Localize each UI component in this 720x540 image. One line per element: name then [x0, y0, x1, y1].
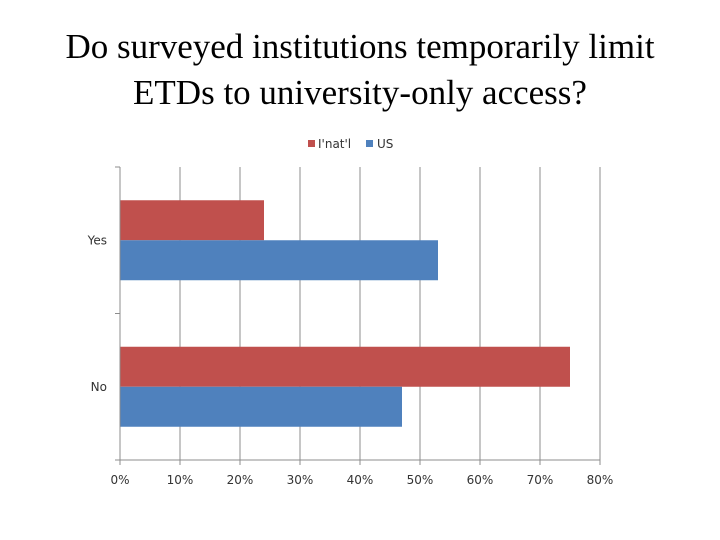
category-label-no: No [91, 380, 107, 394]
slide-title-line-1: Do surveyed institutions temporarily lim… [65, 27, 655, 66]
bar-yes-0 [120, 200, 264, 241]
legend-label-1: US [377, 137, 393, 151]
chart-bars [120, 200, 570, 427]
chart-axes [115, 166, 601, 465]
x-tick-label-8: 80% [587, 473, 614, 487]
x-tick-label-1: 10% [167, 473, 194, 487]
legend-swatch-1 [366, 140, 373, 147]
x-tick-label-6: 60% [467, 473, 494, 487]
x-axis-tick-labels: 0% 10% 20% 30% 40% 50% 60% 70% 80% [110, 473, 613, 487]
x-tick-label-7: 70% [527, 473, 554, 487]
slide-title: Do surveyed institutions temporarily lim… [0, 24, 720, 116]
legend-swatch-0 [308, 140, 315, 147]
category-label-yes: Yes [87, 233, 107, 247]
legend-label-0: I'nat'l [318, 137, 351, 151]
x-tick-label-3: 30% [287, 473, 314, 487]
chart-legend: I'nat'l US [308, 137, 393, 151]
x-tick-label-4: 40% [347, 473, 374, 487]
bar-no-0 [120, 346, 570, 387]
bar-no-1 [120, 386, 402, 427]
x-tick-label-5: 50% [407, 473, 434, 487]
x-tick-label-0: 0% [110, 473, 129, 487]
x-tick-label-2: 20% [227, 473, 254, 487]
slide-title-line-2: ETDs to university-only access? [133, 73, 587, 112]
bar-yes-1 [120, 240, 438, 281]
y-axis-category-labels: Yes No [87, 233, 107, 394]
